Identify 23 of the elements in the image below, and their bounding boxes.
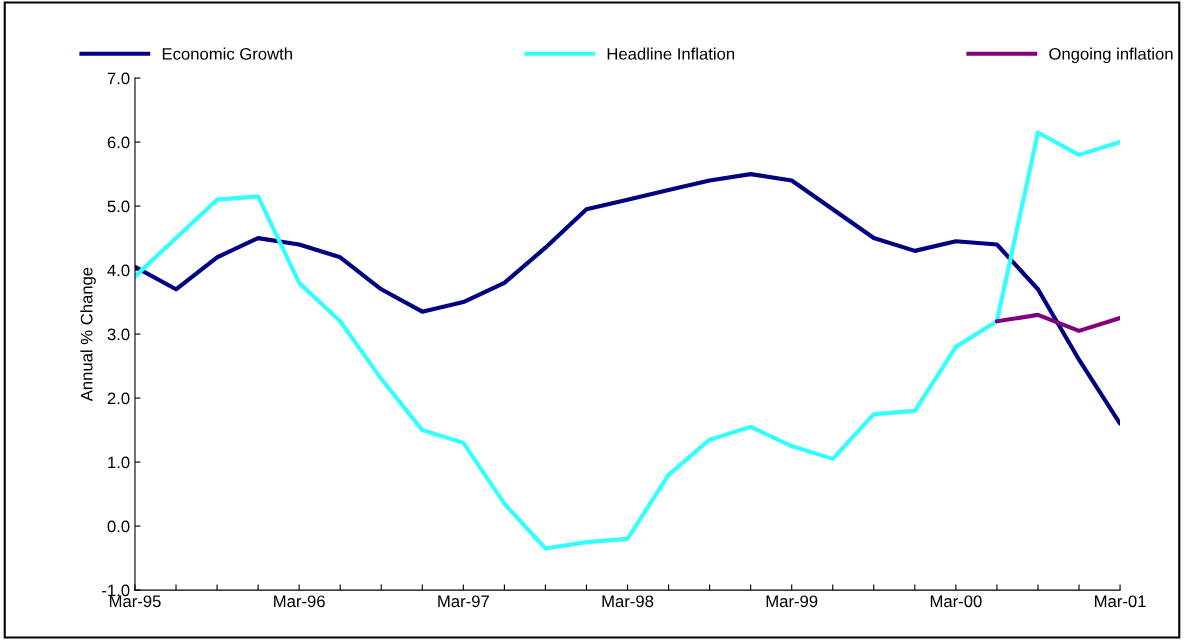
x-tick-label: Mar-99: [766, 595, 818, 608]
y-tick-label: -1.0: [102, 584, 130, 597]
x-tick-label: Mar-00: [930, 595, 982, 608]
x-tick-label: Mar-97: [438, 595, 489, 608]
y-tick-label: 6.0: [107, 136, 130, 149]
y-tick-label: 4.0: [107, 264, 130, 277]
y-tick-label: 5.0: [107, 200, 130, 213]
legend-label: Ongoing inflation: [1049, 47, 1173, 64]
line-series: [134, 171, 1121, 426]
line-series: [134, 130, 1121, 551]
legend-label: Headline Inflation: [607, 47, 735, 60]
x-tick-label: Mar-01: [1095, 595, 1146, 608]
legend-label: Economic Growth: [162, 47, 292, 60]
x-tick-label: Mar-95: [109, 595, 161, 608]
y-tick-label: 3.0: [107, 328, 130, 341]
line-series: [994, 312, 1121, 333]
x-tick-label: Mar-98: [602, 595, 654, 608]
y-tick-label: 7.0: [107, 72, 130, 85]
y-tick-label: 1.0: [108, 456, 130, 469]
y-tick-label: 0.0: [107, 520, 130, 533]
x-tick-label: Mar-96: [274, 595, 325, 608]
y-tick-label: 2.0: [107, 392, 130, 405]
y-axis-title: Annual % Change: [80, 267, 96, 402]
